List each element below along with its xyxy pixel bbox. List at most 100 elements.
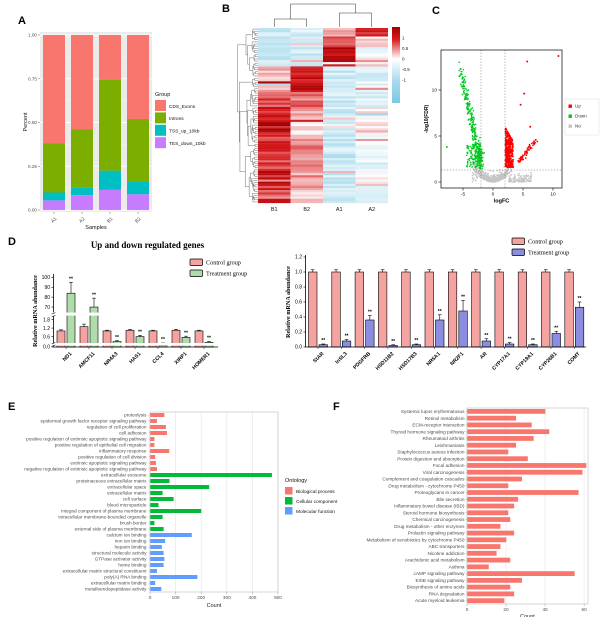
svg-text:TES_down_10kb: TES_down_10kb [169, 141, 206, 147]
kegg-bar [467, 577, 522, 583]
go-bar [150, 587, 162, 591]
svg-text:0.50: 0.50 [28, 120, 37, 125]
svg-text:5: 5 [522, 192, 525, 198]
svg-text:0: 0 [466, 607, 469, 612]
legend-swatch [155, 112, 166, 124]
bar [354, 271, 364, 348]
svg-text:10: 10 [432, 88, 438, 94]
kegg-bar [467, 429, 550, 435]
legend-swatch [285, 487, 293, 495]
svg-text:**: ** [461, 295, 465, 301]
bar [435, 319, 445, 348]
svg-text:A1: A1 [50, 216, 59, 225]
svg-text:ErbB signaling pathway: ErbB signaling pathway [416, 578, 466, 583]
svg-text:100: 100 [172, 595, 180, 600]
kegg-bar [467, 415, 517, 421]
go-bar [150, 413, 165, 417]
stacked-bar-segment [43, 35, 65, 144]
svg-text:Cellular component: Cellular component [296, 499, 338, 505]
kegg-bar [467, 422, 532, 428]
stacked-bar-segment [71, 195, 93, 210]
svg-text:Group: Group [155, 92, 170, 98]
svg-text:0.00: 0.00 [28, 208, 37, 213]
go-bar [150, 539, 166, 543]
svg-text:B1: B1 [106, 216, 115, 225]
svg-text:COMT: COMT [567, 351, 583, 367]
kegg-bar [467, 523, 501, 529]
panel-b-heatmap: B1 B2 A1 A2 1 0.5 0 -0.5 -1 [237, 3, 410, 213]
kegg-bar [467, 550, 497, 556]
stacked-bar-segment [127, 181, 149, 195]
svg-text:epidermal growth factor recept: epidermal growth factor receptor signali… [40, 419, 147, 424]
svg-text:0.0: 0.0 [43, 345, 50, 351]
stacked-bar-segment [99, 170, 121, 190]
legend-swatch [285, 497, 293, 505]
panel-e-label: E [8, 401, 16, 413]
go-bar [150, 431, 167, 435]
svg-text:1.00: 1.00 [28, 33, 37, 38]
svg-text:90: 90 [44, 285, 50, 291]
legend-swatch [511, 237, 525, 245]
svg-text:**: ** [161, 337, 165, 343]
kegg-bar [467, 510, 509, 516]
bar [401, 271, 411, 348]
kegg-bar [467, 483, 509, 489]
svg-text:Thyroid hormone signaling path: Thyroid hormone signaling pathway [391, 429, 466, 434]
svg-text:ND1: ND1 [62, 351, 74, 363]
svg-text:200: 200 [197, 595, 205, 600]
stacked-bar-segment [43, 192, 65, 201]
svg-text:positive regulation of epithel: positive regulation of epithelial cell m… [55, 443, 147, 448]
legend-swatch [155, 137, 166, 149]
panel-e-bars [150, 413, 272, 591]
svg-text:extracellular matrix binding: extracellular matrix binding [91, 581, 147, 586]
kegg-bar [467, 496, 519, 502]
svg-text:proteolysis: proteolysis [124, 413, 147, 418]
svg-text:heme binding: heme binding [118, 563, 147, 568]
panel-a-plot: 1.00 0.75 0.50 0.25 0.00 A1 A2 B1 B2 Samples Perce… [23, 32, 152, 231]
kegg-bar [467, 584, 511, 590]
bar [365, 319, 375, 348]
svg-text:**: ** [484, 333, 488, 339]
svg-text:extracellular space: extracellular space [107, 485, 146, 490]
go-bar [150, 503, 159, 507]
kegg-bar [467, 476, 522, 482]
stacked-bar-segment [99, 189, 121, 210]
go-bar [150, 479, 170, 483]
go-bar [150, 563, 164, 567]
svg-text:400: 400 [248, 595, 256, 600]
svg-text:10: 10 [550, 192, 556, 198]
go-bar [150, 449, 170, 453]
svg-text:Staphylococcus aureus infectio: Staphylococcus aureus infection [397, 450, 465, 455]
go-bar [150, 551, 164, 555]
svg-text:Chemical carcinogenesis: Chemical carcinogenesis [412, 517, 465, 522]
svg-text:PDGFRB: PDGFRB [352, 351, 372, 371]
panel-d-qpcr-bar-charts: ** ND1 ** AMCF11 ** NR4A3 ** HAS1 ** CCL4 ** XIRP1 *… [32, 237, 586, 372]
bar [471, 271, 481, 348]
bar [494, 271, 504, 348]
svg-text:Ontology: Ontology [285, 478, 307, 484]
svg-text:Asthma: Asthma [449, 564, 465, 569]
kegg-bar [467, 456, 528, 462]
panel-d-title: Up and down regulated genes [90, 240, 205, 250]
legend-swatch [155, 124, 166, 136]
column-dendrogram [274, 3, 372, 27]
svg-text:Inflammatory bowel disease (IB: Inflammatory bowel disease (IBD) [394, 504, 465, 509]
svg-text:A1: A1 [336, 207, 343, 213]
panel-d-right-chart: **StAR**InSL3**PDGFRB**HSD11B2**HSD17B3*… [285, 255, 586, 372]
go-bar [150, 467, 157, 471]
svg-text:HSD11B2: HSD11B2 [375, 351, 396, 372]
svg-text:**: ** [69, 277, 73, 283]
bar [66, 292, 76, 348]
svg-text:1: 1 [402, 36, 405, 41]
svg-text:Rheumatoid arthritis: Rheumatoid arthritis [423, 436, 466, 441]
svg-text:Acute myeloid leukemia: Acute myeloid leukemia [415, 598, 465, 603]
svg-text:0.6: 0.6 [295, 300, 302, 306]
kegg-bar [467, 557, 511, 563]
svg-text:Systemic lupus erythematosus: Systemic lupus erythematosus [401, 409, 465, 414]
panel-a-legend: Group CDS_Exons Introns TSS_up_10kb TES_down… [155, 92, 206, 149]
svg-text:70: 70 [44, 305, 50, 311]
kegg-bar [467, 469, 583, 475]
svg-text:Samples: Samples [85, 225, 107, 231]
panel-d-left-chart: ** ND1 ** AMCF11 ** NR4A3 ** HAS1 ** CCL4 ** XIRP1 *… [32, 274, 218, 371]
svg-text:**: ** [138, 330, 142, 336]
